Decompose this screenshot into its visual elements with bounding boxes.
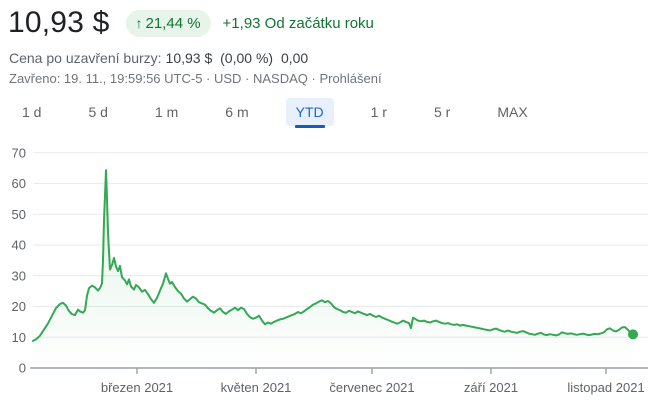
after-hours-percent: (0,00 %): [220, 50, 274, 66]
tab-max[interactable]: MAX: [497, 104, 528, 120]
ytd-change-text: +1,93 Od začátku roku: [222, 14, 374, 32]
svg-text:30: 30: [12, 268, 26, 283]
change-percent-value: 21,44 %: [145, 14, 201, 32]
disclaimer-link[interactable]: Prohlášení: [319, 71, 382, 86]
svg-text:září 2021: září 2021: [464, 380, 518, 395]
tab-6m[interactable]: 6 m: [225, 104, 249, 120]
svg-text:70: 70: [12, 145, 26, 160]
after-hours-change: 0,00: [280, 50, 309, 66]
tab-5r[interactable]: 5 r: [433, 104, 451, 120]
after-hours-row: Cena po uzavření burzy: 10,93 $ (0,00 %) …: [9, 50, 308, 66]
market-status-row: Zavřeno: 19. 11., 19:59:56 UTC-5 · USD ·…: [9, 71, 382, 86]
tab-1m[interactable]: 1 m: [154, 104, 179, 120]
svg-text:listopad 2021: listopad 2021: [567, 380, 644, 395]
after-hours-price: 10,93 $: [165, 50, 213, 66]
up-arrow-icon: ↑: [135, 15, 143, 31]
svg-text:červenec 2021: červenec 2021: [329, 380, 414, 395]
range-tabs: 1 d 5 d 1 m 6 m YTD 1 r 5 r MAX: [12, 98, 565, 128]
svg-text:0: 0: [19, 361, 26, 376]
active-tab-underline: [294, 125, 325, 128]
svg-text:20: 20: [12, 299, 26, 314]
change-percent-badge: ↑ 21,44 %: [125, 9, 211, 37]
price-chart-svg[interactable]: 0 10 20 30 40 50 60 70 březen 2021 květen 2021 čer…: [0, 143, 650, 405]
market-status-text: Zavřeno: 19. 11., 19:59:56 UTC-5 · USD ·…: [9, 71, 320, 86]
svg-text:březen 2021: březen 2021: [101, 380, 173, 395]
current-price: 10,93 $: [8, 6, 110, 39]
price-chart[interactable]: 0 10 20 30 40 50 60 70 březen 2021 květen 2021 čer…: [0, 143, 650, 405]
tab-5d[interactable]: 5 d: [88, 104, 108, 120]
tab-ytd[interactable]: YTD: [285, 98, 334, 128]
svg-text:40: 40: [12, 238, 26, 253]
after-hours-label: Cena po uzavření burzy:: [9, 50, 162, 66]
x-axis: březen 2021 květen 2021 červenec 2021 září …: [101, 368, 645, 395]
price-header: 10,93 $ ↑ 21,44 % +1,93 Od začátku roku: [8, 6, 374, 40]
price-series: [32, 169, 638, 368]
y-grid: 0 10 20 30 40 50 60 70: [12, 145, 648, 376]
tab-1d[interactable]: 1 d: [22, 104, 42, 120]
svg-text:10: 10: [12, 330, 26, 345]
last-price-dot: [628, 329, 638, 340]
tab-1r[interactable]: 1 r: [370, 104, 387, 120]
svg-text:květen 2021: květen 2021: [221, 380, 292, 395]
svg-text:60: 60: [12, 176, 26, 191]
svg-text:50: 50: [12, 207, 26, 222]
